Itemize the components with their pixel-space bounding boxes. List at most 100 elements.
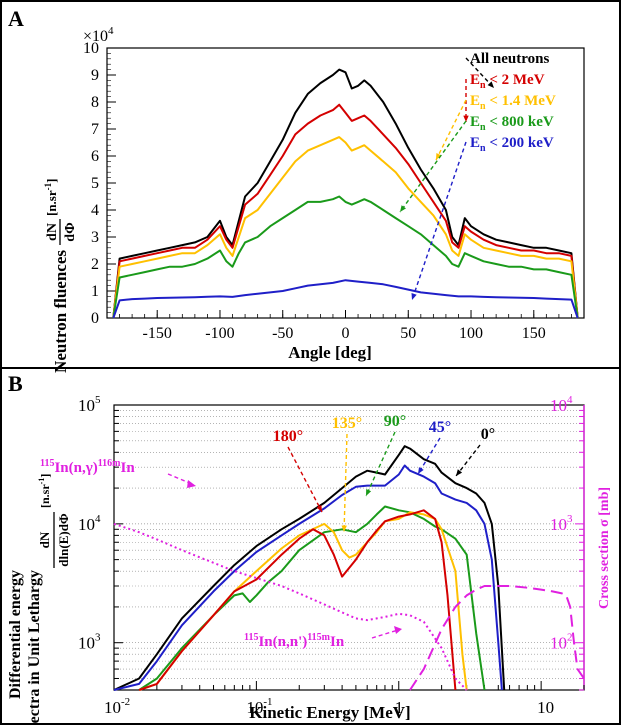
- chart-a-xtick-label: 0: [342, 325, 350, 342]
- chart-b-xtick-label: 10-1: [246, 696, 272, 717]
- chart-b-reaction-arrowhead: [394, 626, 402, 634]
- chart-b-y2tick-label: 102: [550, 632, 573, 653]
- chart-a-xlabel: Angle [deg]: [288, 343, 372, 362]
- chart-a-ylabel-unit: [n.sr-1]: [43, 179, 59, 216]
- chart-b-angle-arrow: [343, 433, 348, 533]
- chart-b-angle-label: 0°: [481, 426, 495, 443]
- chart-a-multiplier: ×104: [83, 25, 114, 45]
- chart-a-xtick-label: -100: [205, 325, 234, 342]
- chart-b-angle-arrow: [287, 446, 323, 513]
- chart-b-angle-arrowhead: [418, 467, 424, 474]
- chart-b-tick-labels: 10-2 10-1 1 10 103 104 105 102 103 104: [78, 394, 573, 717]
- chart-a-series-line: [112, 103, 579, 319]
- chart-a-ytick-label: 3: [91, 229, 99, 246]
- chart-a-series: [112, 68, 579, 319]
- chart-a-ylabel-den: dΦ: [63, 222, 78, 242]
- chart-a-ytick-label: 7: [91, 121, 99, 138]
- chart-a-legend-entry: All neutrons: [470, 51, 549, 67]
- chart-b-angle-arrow: [365, 431, 396, 497]
- chart-b-angle-label: 90°: [384, 413, 406, 430]
- chart-b-ylabel: Differential energy spectra in Unit Leth…: [7, 474, 71, 725]
- panel-letter-a: A: [8, 6, 24, 31]
- chart-a-legend-arrow: [435, 99, 467, 161]
- chart-b-annotations: 180° 135° 90° 45° 0° 115In(n,γ)116mIn 115In(n,…: [40, 413, 495, 650]
- chart-b-reaction-arrowhead: [187, 480, 196, 488]
- chart-a-ytick-label: 9: [91, 67, 99, 84]
- chart-b-ylabel-line2: spectra in Unit Lethargy: [26, 570, 43, 725]
- chart-b-angle-label: 45°: [429, 419, 451, 436]
- chart-b-series-line: [138, 509, 457, 691]
- chart-b-ylabel-unit: [n.sr-1]: [37, 474, 52, 508]
- chart-b-angle-label: 135°: [332, 415, 362, 432]
- chart-a-xtick-label: 50: [400, 325, 416, 342]
- chart-a-xtick-label: 100: [459, 325, 483, 342]
- chart-b-y2tick-label: 103: [550, 513, 573, 534]
- panel-letter-b: B: [8, 371, 23, 396]
- chart-a-tick-labels: -150 -100 -50 0 50 100 150 0 1 2 3 4 5 6 7 8 9 10: [83, 40, 546, 342]
- chart-a-ytick-label: 2: [91, 256, 99, 273]
- chart-a-ylabel-num: dN: [45, 223, 60, 241]
- chart-b-ylabel-den: dln(E)dΦ: [56, 513, 71, 567]
- chart-a-ylabel-main: Neutron fluences: [51, 250, 70, 373]
- chart-b-xtick-label: 1: [395, 698, 404, 717]
- chart-b-series-line: [113, 445, 506, 691]
- chart-b-reaction-label-inelastic: 115In(n,n')115mIn: [244, 632, 345, 650]
- chart-a-ytick-label: 4: [91, 202, 99, 219]
- chart-a-legend-entry: En < 2 MeV: [470, 72, 545, 91]
- chart-a-legend: All neutrons En < 2 MeV En < 1.4 MeV En < 8…: [399, 51, 556, 301]
- chart-b-xtick-label: 10: [537, 698, 554, 717]
- chart-b-cross-section-line: [113, 522, 468, 691]
- chart-a-legend-arrow: [411, 141, 467, 301]
- chart-a: -150 -100 -50 0 50 100 150 0 1 2 3 4 5 6 7 8 9 10 All neu…: [43, 25, 585, 373]
- chart-b-xtick-label: 10-2: [104, 696, 130, 717]
- chart-a-ytick-label: 10: [83, 40, 99, 57]
- chart-b-series-line: [113, 464, 503, 691]
- chart-a-legend-entry: En < 800 keV: [470, 114, 554, 133]
- chart-a-xtick-label: -50: [272, 325, 293, 342]
- chart-b-angle-arrow: [417, 437, 441, 475]
- chart-a-legend-arrowhead: [463, 115, 469, 122]
- chart-a-series-line: [112, 68, 579, 319]
- chart-a-ytick-label: 6: [91, 148, 99, 165]
- chart-a-legend-arrowhead: [487, 81, 494, 88]
- chart-a-series-line: [112, 195, 579, 319]
- chart-b-cross-section-line: [409, 585, 585, 691]
- chart-a-ytick-label: 1: [91, 283, 99, 300]
- chart-b-y2label: Cross section σ [mb]: [597, 487, 612, 609]
- chart-b-y2tick-label: 104: [550, 394, 573, 415]
- chart-b-ytick-label: 105: [78, 394, 101, 415]
- chart-b-ylabel-num: dN: [37, 531, 52, 548]
- chart-a-legend-arrowhead: [411, 293, 417, 300]
- chart-a-ytick-label: 0: [91, 310, 99, 327]
- chart-a-xtick-label: -150: [143, 325, 172, 342]
- chart-b-ytick-label: 104: [78, 513, 101, 534]
- chart-b-xlabel: Kinetic Energy [MeV]: [249, 703, 410, 722]
- chart-a-axes: [106, 47, 585, 319]
- chart-a-legend-entry: En < 1.4 MeV: [470, 93, 556, 112]
- chart-a-ytick-label: 8: [91, 94, 99, 111]
- chart-b-ytick-label: 103: [78, 632, 101, 653]
- chart-b-series: [113, 445, 585, 691]
- chart-a-ylabel: Neutron fluences dN dΦ [n.sr-1]: [43, 179, 78, 373]
- chart-a-legend-arrowhead: [400, 205, 406, 212]
- chart-b: 10-2 10-1 1 10 103 104 105 102 103 104 180° 135° 90…: [7, 394, 612, 725]
- chart-a-series-line: [112, 279, 579, 319]
- chart-b-y2label-group: Cross section σ [mb]: [597, 487, 612, 609]
- chart-b-reaction-label-gamma: 115In(n,γ)116mIn: [40, 458, 135, 476]
- chart-b-angle-label: 180°: [273, 428, 303, 445]
- chart-b-angle-arrowhead: [316, 505, 322, 512]
- chart-a-xtick-label: 150: [522, 325, 546, 342]
- chart-a-ytick-label: 5: [91, 175, 99, 192]
- chart-b-reaction-arrow: [371, 629, 399, 639]
- chart-b-ylabel-line1: Differential energy: [7, 570, 24, 699]
- chart-a-legend-arrow: [399, 120, 467, 213]
- chart-b-angle-arrowhead: [456, 469, 463, 476]
- chart-a-series-line: [112, 136, 579, 319]
- chart-b-angle-arrowhead: [366, 489, 372, 496]
- chart-a-plot-area: [106, 47, 585, 319]
- chart-a-legend-entry: En < 200 keV: [470, 135, 554, 154]
- chart-b-angle-arrowhead: [341, 525, 347, 532]
- chart-a-legend-arrowhead: [436, 153, 442, 160]
